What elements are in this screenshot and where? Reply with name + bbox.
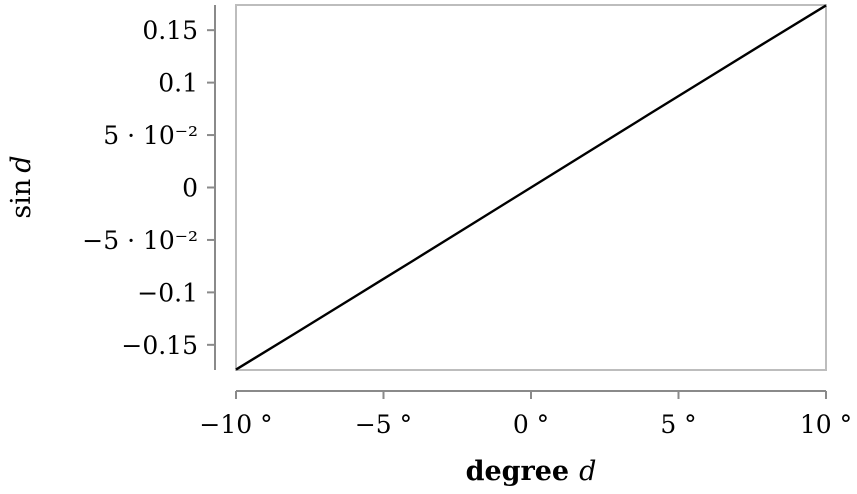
y-tick-label: 5 · 10⁻² <box>103 121 198 150</box>
x-axis-label-variable: d <box>579 456 596 487</box>
y-tick-label: −0.15 <box>121 331 198 360</box>
y-tick-label: −0.1 <box>137 278 198 307</box>
y-axis-label: sin d <box>6 155 37 218</box>
x-tick-label: 5 ° <box>660 410 696 439</box>
y-tick-label: 0.15 <box>142 16 198 45</box>
x-tick-label: 0 ° <box>513 410 549 439</box>
x-tick-label: −5 ° <box>355 410 412 439</box>
x-axis-ticks: −10 ° −5 ° 0 ° 5 ° 10 ° <box>199 391 852 439</box>
y-tick-label: −5 · 10⁻² <box>82 226 198 255</box>
x-tick-label: −10 ° <box>199 410 272 439</box>
x-tick-label: 10 ° <box>800 410 852 439</box>
y-tick-label: 0.1 <box>158 69 198 98</box>
y-tick-label: 0 <box>182 174 198 203</box>
y-axis-label-function: sin <box>6 179 37 219</box>
plot-frame <box>235 4 827 371</box>
y-axis-label-variable: d <box>6 155 37 172</box>
y-axis-ticks: −0.15 −0.1 −5 · 10⁻² 0 5 · 10⁻² 0.1 0.15 <box>82 16 215 360</box>
x-axis-label-word: degree <box>466 456 570 487</box>
series-line-sin <box>235 4 827 371</box>
x-axis-label: degree d <box>466 456 597 487</box>
